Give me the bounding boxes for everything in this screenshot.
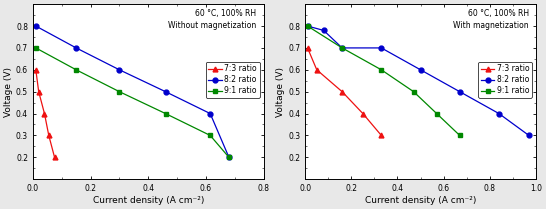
Text: 60 °C, 100% RH
Without magnetization: 60 °C, 100% RH Without magnetization bbox=[168, 9, 257, 29]
8:2 ratio bbox=[33, 25, 39, 27]
Line: 9:1 ratio: 9:1 ratio bbox=[33, 46, 232, 160]
9:1 ratio bbox=[378, 69, 384, 71]
7:3 ratio bbox=[51, 156, 58, 159]
9:1 ratio bbox=[304, 25, 311, 27]
8:2 ratio bbox=[378, 47, 384, 49]
7:3 ratio bbox=[33, 69, 39, 71]
8:2 ratio bbox=[304, 25, 311, 27]
7:3 ratio bbox=[360, 112, 366, 115]
8:2 ratio bbox=[73, 47, 80, 49]
7:3 ratio bbox=[339, 90, 346, 93]
Line: 8:2 ratio: 8:2 ratio bbox=[305, 24, 531, 138]
8:2 ratio bbox=[526, 134, 532, 137]
9:1 ratio bbox=[225, 156, 232, 159]
Line: 7:3 ratio: 7:3 ratio bbox=[305, 46, 384, 138]
X-axis label: Current density (A cm⁻²): Current density (A cm⁻²) bbox=[365, 196, 476, 205]
8:2 ratio bbox=[496, 112, 502, 115]
X-axis label: Current density (A cm⁻²): Current density (A cm⁻²) bbox=[92, 196, 204, 205]
Y-axis label: Voltage (V): Voltage (V) bbox=[276, 67, 286, 117]
7:3 ratio bbox=[35, 90, 42, 93]
7:3 ratio bbox=[304, 47, 311, 49]
8:2 ratio bbox=[417, 69, 424, 71]
7:3 ratio bbox=[41, 112, 48, 115]
9:1 ratio bbox=[162, 112, 169, 115]
9:1 ratio bbox=[207, 134, 213, 137]
8:2 ratio bbox=[207, 112, 213, 115]
9:1 ratio bbox=[116, 90, 123, 93]
8:2 ratio bbox=[116, 69, 123, 71]
9:1 ratio bbox=[434, 112, 440, 115]
Y-axis label: Voltage (V): Voltage (V) bbox=[4, 67, 13, 117]
8:2 ratio bbox=[339, 47, 346, 49]
9:1 ratio bbox=[33, 47, 39, 49]
8:2 ratio bbox=[225, 156, 232, 159]
9:1 ratio bbox=[73, 69, 80, 71]
Line: 7:3 ratio: 7:3 ratio bbox=[33, 67, 57, 160]
Legend: 7:3 ratio, 8:2 ratio, 9:1 ratio: 7:3 ratio, 8:2 ratio, 9:1 ratio bbox=[206, 62, 260, 98]
7:3 ratio bbox=[378, 134, 384, 137]
7:3 ratio bbox=[313, 69, 320, 71]
Legend: 7:3 ratio, 8:2 ratio, 9:1 ratio: 7:3 ratio, 8:2 ratio, 9:1 ratio bbox=[478, 62, 532, 98]
9:1 ratio bbox=[339, 47, 346, 49]
9:1 ratio bbox=[456, 134, 463, 137]
Line: 8:2 ratio: 8:2 ratio bbox=[33, 24, 232, 160]
9:1 ratio bbox=[411, 90, 417, 93]
Line: 9:1 ratio: 9:1 ratio bbox=[305, 24, 462, 138]
8:2 ratio bbox=[321, 29, 327, 32]
Text: 60 °C, 100% RH
With magnetization: 60 °C, 100% RH With magnetization bbox=[453, 9, 529, 29]
8:2 ratio bbox=[162, 90, 169, 93]
8:2 ratio bbox=[456, 90, 463, 93]
7:3 ratio bbox=[45, 134, 52, 137]
